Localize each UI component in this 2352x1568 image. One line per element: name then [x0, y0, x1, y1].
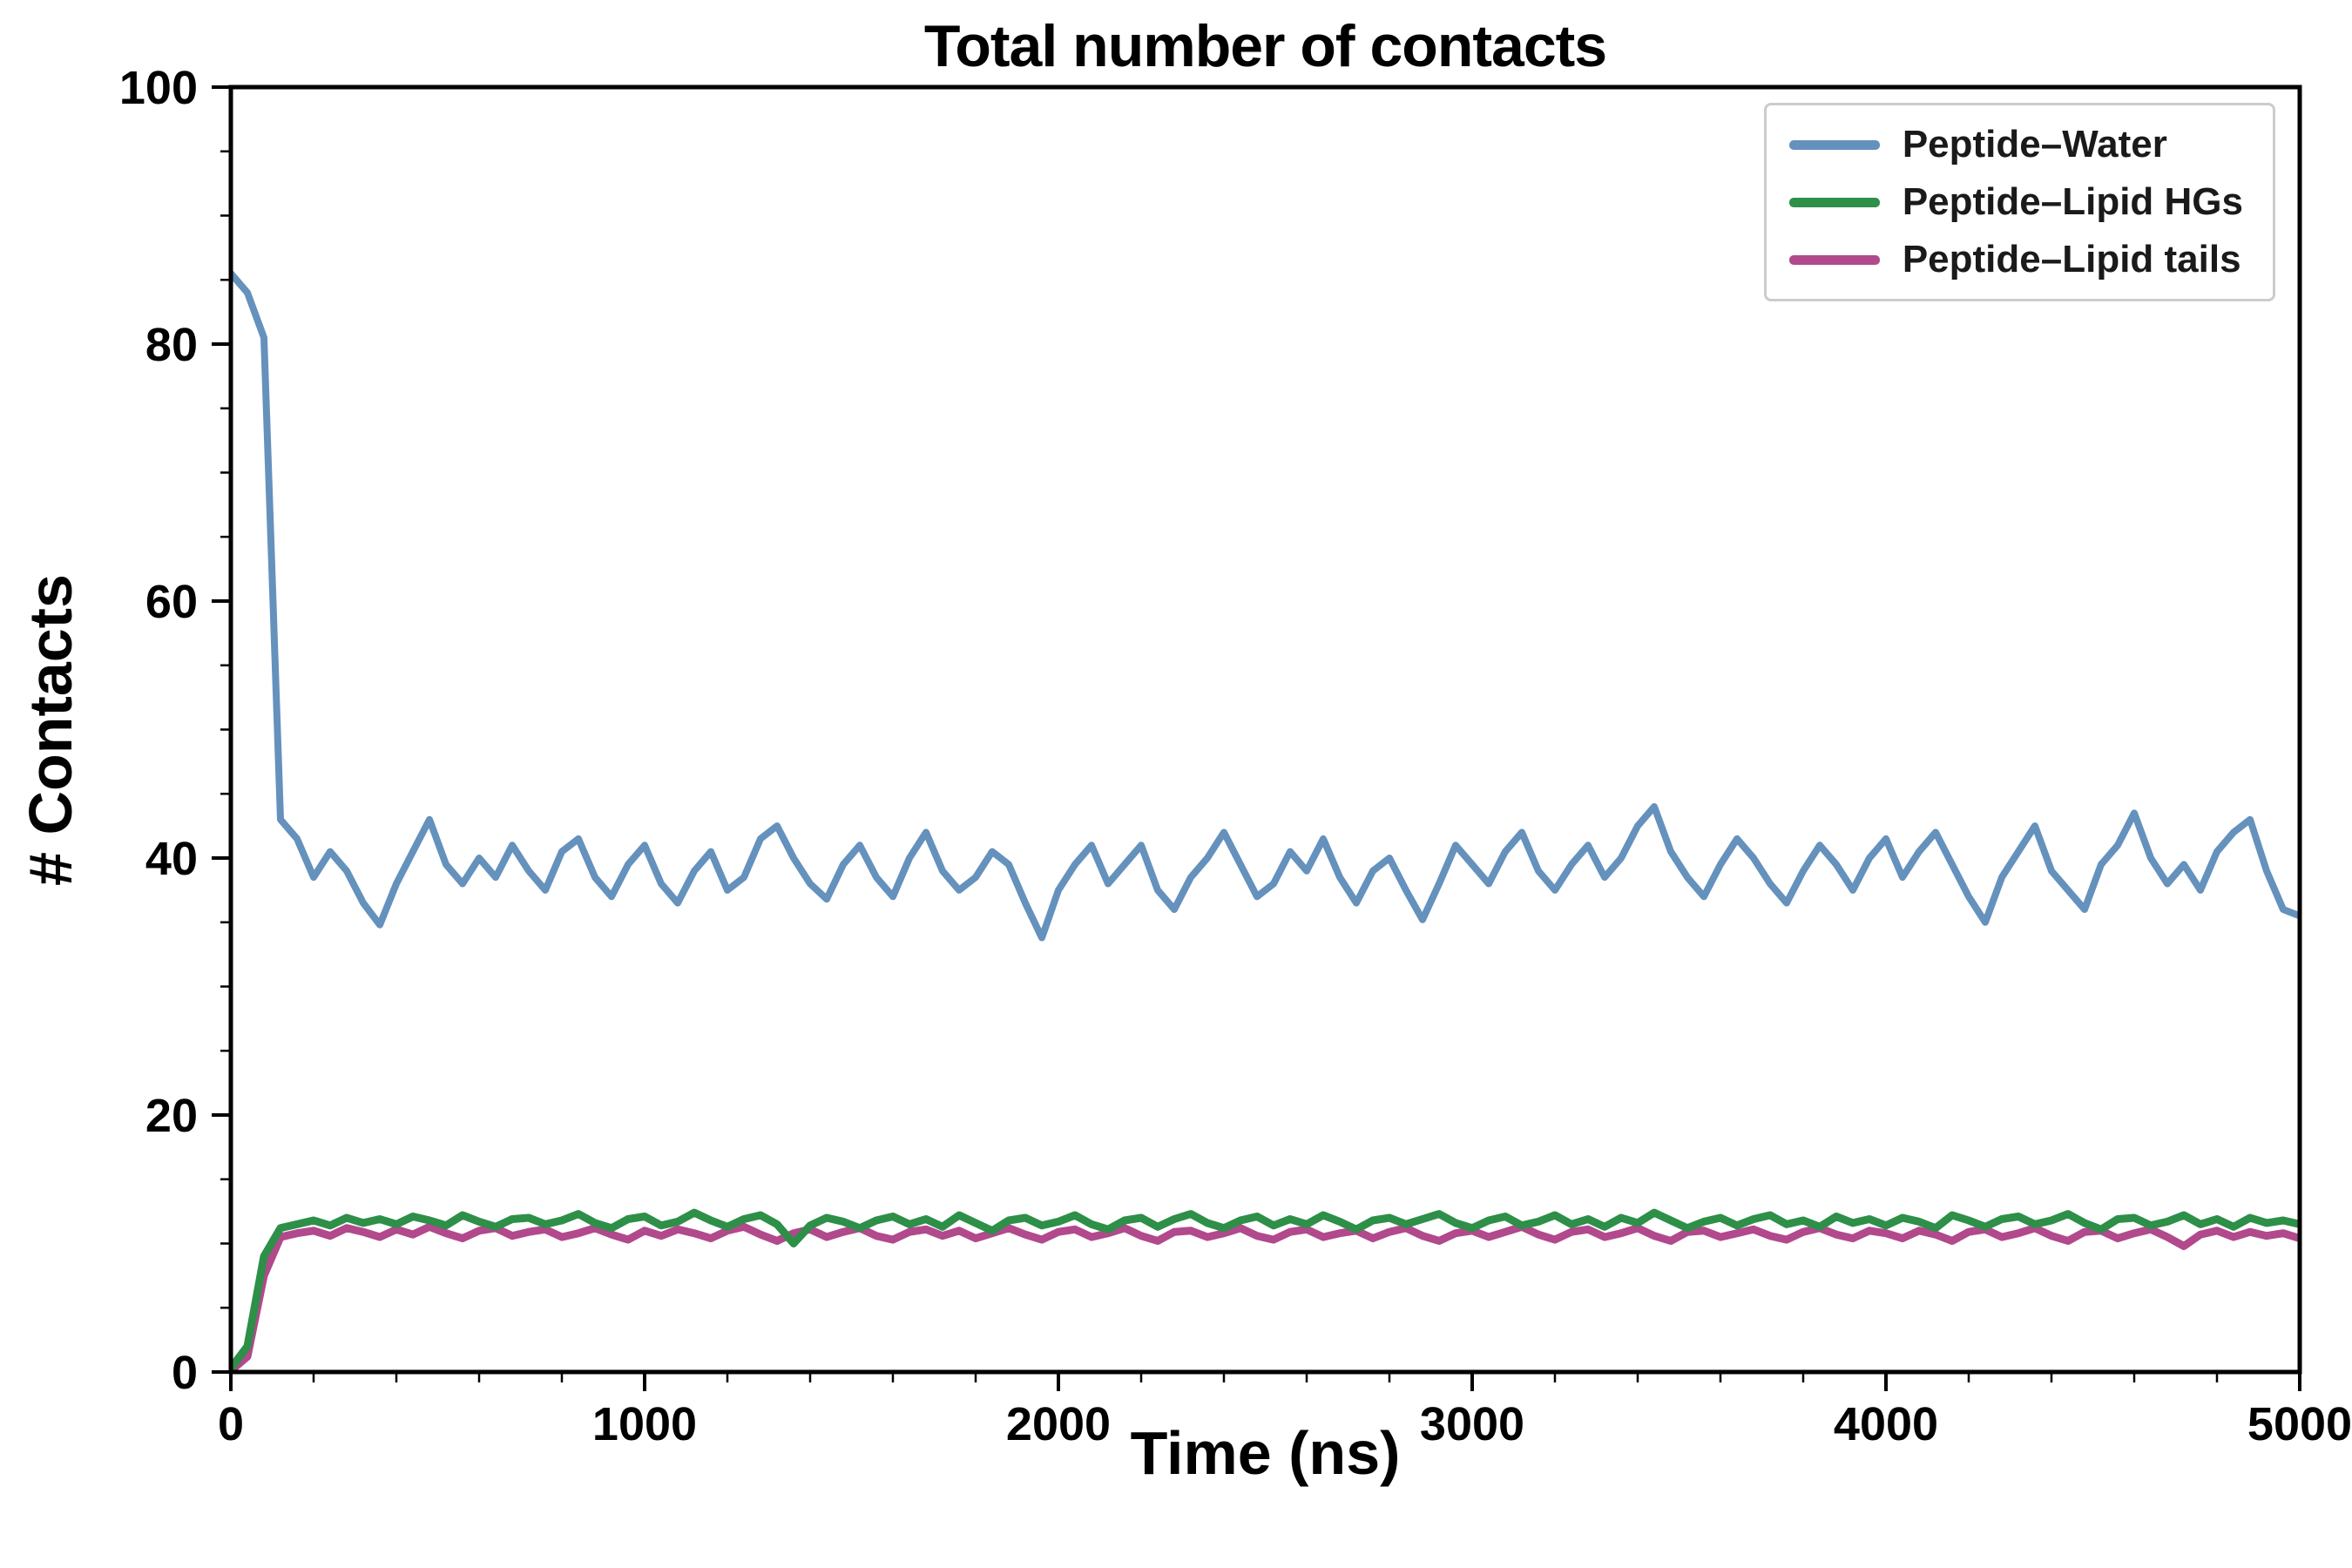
- legend-line-swatch: [1788, 254, 1880, 265]
- y-tick-label: 20: [145, 1090, 198, 1142]
- series-line-0: [231, 269, 2300, 942]
- y-tick-label: 60: [145, 576, 198, 628]
- y-tick-label: 0: [172, 1347, 198, 1399]
- x-axis-label: Time (ns): [1130, 1419, 1401, 1487]
- x-tick-label: 5000: [2247, 1398, 2352, 1450]
- legend-line-swatch: [1788, 139, 1880, 150]
- legend-label: Peptide–Lipid tails: [1902, 238, 2241, 280]
- legend: Peptide–Water Peptide–Lipid HGs Peptide–…: [1763, 103, 2275, 301]
- series-line-1: [231, 1208, 2300, 1372]
- x-tick-label: 1000: [592, 1398, 697, 1450]
- chart-title: Total number of contacts: [923, 13, 1607, 79]
- legend-label: Peptide–Lipid HGs: [1902, 180, 2243, 223]
- x-tick-label: 4000: [1834, 1398, 1938, 1450]
- y-tick-label: 40: [145, 833, 198, 885]
- y-tick-label: 80: [145, 319, 198, 371]
- legend-item-peptide-lipid-hgs: Peptide–Lipid HGs: [1788, 180, 2243, 224]
- legend-label: Peptide–Water: [1902, 123, 2167, 166]
- legend-line-swatch: [1788, 197, 1880, 207]
- x-tick-label: 3000: [1420, 1398, 1524, 1450]
- x-tick-label: 0: [218, 1398, 244, 1450]
- series-line-2: [231, 1222, 2300, 1372]
- legend-item-peptide-water: Peptide–Water: [1788, 123, 2243, 166]
- legend-item-peptide-lipid-tails: Peptide–Lipid tails: [1788, 238, 2243, 281]
- y-tick-label: 100: [119, 62, 198, 114]
- x-tick-label: 2000: [1006, 1398, 1111, 1450]
- axes-spines: [228, 84, 2302, 1375]
